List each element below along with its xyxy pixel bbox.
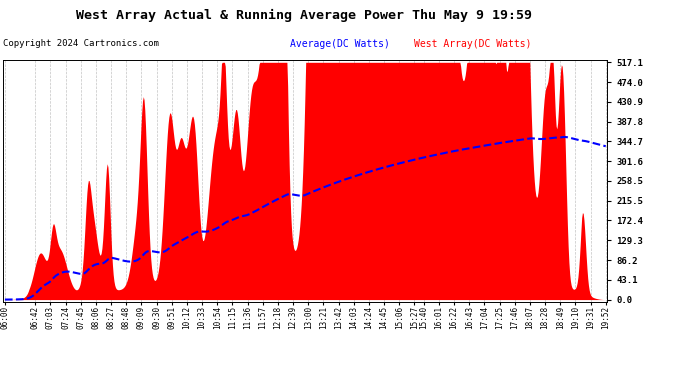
Text: West Array(DC Watts): West Array(DC Watts) bbox=[414, 39, 531, 50]
Text: West Array Actual & Running Average Power Thu May 9 19:59: West Array Actual & Running Average Powe… bbox=[76, 9, 531, 22]
Text: Average(DC Watts): Average(DC Watts) bbox=[290, 39, 390, 50]
Text: Copyright 2024 Cartronics.com: Copyright 2024 Cartronics.com bbox=[3, 39, 159, 48]
